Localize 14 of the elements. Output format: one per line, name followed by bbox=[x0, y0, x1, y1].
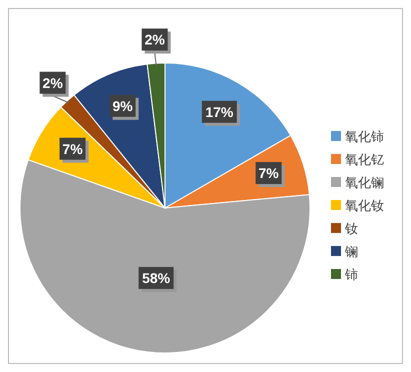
data-label: 7% bbox=[62, 140, 84, 157]
legend-label: 钕 bbox=[344, 222, 358, 237]
legend-label: 镧 bbox=[344, 245, 358, 260]
legend-label: 铈 bbox=[344, 268, 358, 283]
data-label: 17% bbox=[205, 104, 234, 120]
data-label: 2% bbox=[144, 32, 166, 48]
data-label: 7% bbox=[258, 165, 280, 182]
data-label: 9% bbox=[112, 98, 134, 114]
legend-label: 氧化镧 bbox=[345, 176, 384, 191]
data-label: 2% bbox=[42, 74, 64, 91]
data-label: 58% bbox=[142, 270, 171, 286]
legend-label: 氧化铈 bbox=[345, 130, 384, 145]
legend-label: 氧化钕 bbox=[345, 199, 384, 214]
legend-label: 氧化钇 bbox=[345, 153, 384, 168]
